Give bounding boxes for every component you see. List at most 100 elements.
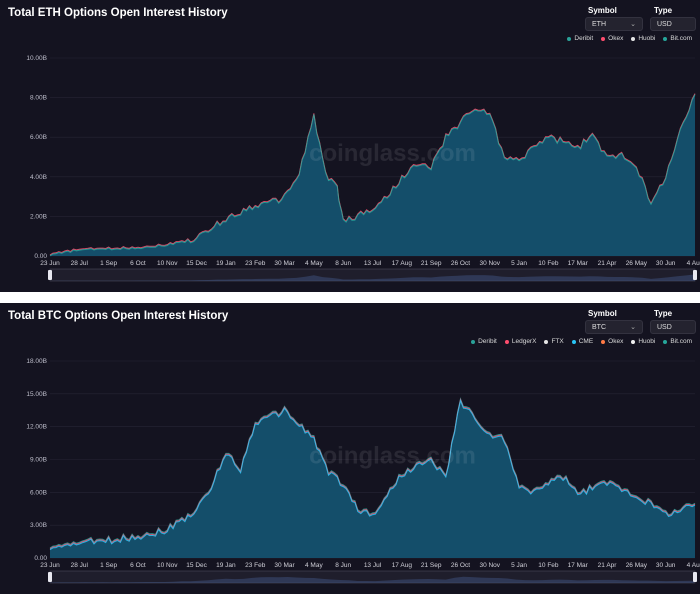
y-tick-label: 6.00B (30, 134, 47, 141)
symbol-value: ETH (592, 21, 606, 28)
legend-label: Bit.com (670, 338, 692, 345)
y-tick-label: 9.00B (30, 457, 47, 464)
y-tick-label: 2.00B (30, 213, 47, 220)
legend-label: Deribit (478, 338, 497, 345)
btc-plot: 0.00 3.00B 6.00B 9.00B 12.00B 15.00B 18.00B 23 … (26, 358, 700, 584)
x-tick-label: 23 Jun (40, 562, 60, 569)
x-tick-label: 26 Oct (451, 260, 470, 267)
x-tick-label: 19 Jan (216, 260, 236, 267)
legend-label: Bit.com (670, 35, 692, 42)
x-tick-label: 30 Jun (656, 562, 676, 569)
y-tick-label: 0.00 (34, 253, 47, 260)
legend-label: FTX (551, 338, 564, 345)
x-tick-label: 1 Sep (100, 260, 117, 267)
legend-dot-icon (544, 339, 549, 344)
x-tick-label: 4 Aug (687, 562, 700, 569)
series-area (50, 398, 695, 558)
y-tick-label: 18.00B (26, 358, 47, 365)
y-tick-label: 3.00B (30, 522, 47, 529)
y-tick-label: 10.00B (26, 55, 47, 62)
legend-dot-icon (471, 339, 476, 344)
x-tick-label: 21 Sep (421, 260, 442, 267)
x-tick-label: 23 Feb (245, 260, 266, 267)
legend-item[interactable]: Huobi (631, 35, 655, 42)
x-tick-label: 10 Feb (538, 562, 559, 569)
x-tick-label: 30 Mar (274, 562, 295, 569)
x-tick-label: 6 Oct (130, 562, 146, 569)
legend-item[interactable]: Okex (601, 338, 623, 345)
x-tick-label: 30 Nov (479, 562, 500, 569)
x-tick-label: 26 May (626, 562, 648, 569)
x-tick-label: 13 Jul (364, 562, 382, 569)
legend-dot-icon (663, 36, 668, 41)
symbol-value: BTC (592, 324, 606, 331)
legend-item[interactable]: FTX (544, 338, 564, 345)
legend-dot-icon (601, 36, 606, 41)
x-tick-label: 19 Jan (216, 562, 236, 569)
x-tick-label: 15 Dec (186, 562, 207, 569)
chevron-down-icon: ⌄ (630, 324, 636, 331)
legend-item[interactable]: Huobi (631, 338, 655, 345)
x-tick-label: 8 Jun (335, 562, 351, 569)
legend: Deribit Okex Huobi Bit.com (567, 35, 692, 42)
x-tick-label: 17 Mar (568, 562, 589, 569)
x-tick-label: 8 Jun (335, 260, 351, 267)
series-area (50, 93, 695, 256)
y-tick-label: 8.00B (30, 95, 47, 102)
legend-label: Okex (608, 35, 624, 42)
chart-title: Total ETH Options Open Interest History (8, 7, 228, 19)
legend-item[interactable]: CME (571, 338, 594, 345)
btc-chart-panel: Total BTC Options Open Interest History … (0, 303, 700, 594)
legend-label: Huobi (638, 35, 656, 42)
x-tick-label: 30 Nov (479, 260, 500, 267)
legend: Deribit LedgerX FTX CME Okex Huobi Bit.com (471, 338, 692, 345)
symbol-select[interactable]: ETH ⌄ (585, 17, 643, 31)
x-tick-label: 4 May (305, 260, 323, 267)
zoom-slider-preview (50, 274, 695, 281)
type-select[interactable]: USD (650, 17, 696, 31)
x-tick-label: 17 Aug (392, 562, 413, 569)
watermark: coinglass.com (309, 140, 476, 167)
legend-item[interactable]: Bit.com (663, 35, 692, 42)
x-tick-label: 21 Apr (598, 562, 618, 569)
eth-plot: 0.00 2.00B 4.00B 6.00B 8.00B 10.00B 23 Jun 28 J… (26, 55, 700, 282)
legend-label: LedgerX (511, 338, 537, 345)
y-tick-label: 0.00 (34, 555, 47, 562)
eth-chart-panel: Total ETH Options Open Interest History … (0, 0, 700, 292)
symbol-select[interactable]: BTC ⌄ (585, 320, 643, 334)
type-label: Type (654, 309, 673, 318)
legend-item[interactable]: Deribit (471, 338, 497, 345)
type-value: USD (657, 324, 672, 331)
legend-label: Deribit (574, 35, 594, 42)
x-tick-label: 28 Jul (71, 260, 89, 267)
legend-dot-icon (601, 339, 606, 344)
legend-item[interactable]: LedgerX (504, 338, 537, 345)
x-tick-label: 23 Feb (245, 562, 266, 569)
legend-dot-icon (571, 339, 576, 344)
legend-label: CME (578, 338, 594, 345)
x-tick-label: 10 Nov (157, 260, 178, 267)
type-select[interactable]: USD (650, 320, 696, 334)
series-line (49, 94, 696, 257)
legend-item[interactable]: Deribit (567, 35, 593, 42)
legend-item[interactable]: Okex (601, 35, 623, 42)
x-tick-label: 21 Sep (421, 562, 442, 569)
type-label: Type (654, 6, 673, 15)
x-tick-label: 10 Nov (157, 562, 178, 569)
x-tick-label: 30 Jun (656, 260, 676, 267)
legend-label: Okex (608, 338, 624, 345)
x-tick-label: 17 Mar (568, 260, 589, 267)
x-tick-label: 13 Jul (364, 260, 382, 267)
legend-dot-icon (567, 36, 572, 41)
chart-title: Total BTC Options Open Interest History (8, 310, 229, 322)
legend-item[interactable]: Bit.com (663, 338, 692, 345)
legend-label: Huobi (638, 338, 656, 345)
type-value: USD (657, 21, 672, 28)
x-tick-label: 21 Apr (598, 260, 618, 267)
x-tick-label: 26 Oct (451, 562, 470, 569)
x-tick-label: 4 May (305, 562, 323, 569)
x-tick-label: 6 Oct (130, 260, 146, 267)
zoom-handle-left-icon (48, 270, 52, 280)
legend-dot-icon (631, 36, 636, 41)
y-tick-label: 6.00B (30, 489, 47, 496)
